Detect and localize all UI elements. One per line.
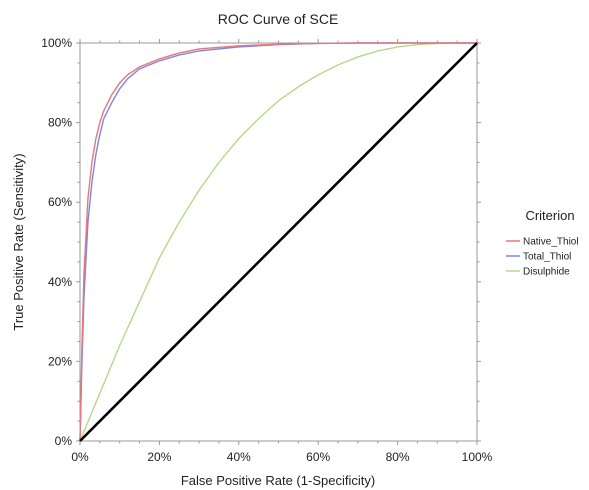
y-axis-title: True Positive Rate (Sensitivity) xyxy=(11,153,26,330)
x-tick-label: 40% xyxy=(227,450,251,464)
legend-label: Disulphide xyxy=(523,267,570,278)
x-tick-label: 20% xyxy=(147,450,171,464)
y-tick-label: 20% xyxy=(48,354,72,368)
series-line-native-thiol xyxy=(79,42,477,442)
x-tick-label: 100% xyxy=(462,450,493,464)
axis-ticks xyxy=(76,39,481,445)
x-tick-label: 60% xyxy=(306,450,330,464)
y-tick-labels: 0% 20% 40% 60% 80% 100% xyxy=(41,36,72,448)
x-tick-label: 80% xyxy=(386,450,410,464)
series-line-disulphide xyxy=(79,42,477,442)
y-tick-label: 40% xyxy=(48,275,72,289)
y-tick-label: 60% xyxy=(48,195,72,209)
legend: Criterion Native_Thiol Total_Thiol Disulph… xyxy=(506,208,579,278)
legend-label: Total_Thiol xyxy=(523,252,571,263)
y-tick-label: 100% xyxy=(41,36,72,50)
legend-label: Native_Thiol xyxy=(523,237,579,248)
series-layer xyxy=(79,42,478,442)
x-tick-labels: 0% 20% 40% 60% 80% 100% xyxy=(71,450,492,464)
legend-title: Criterion xyxy=(525,208,574,223)
x-tick-label: 0% xyxy=(71,450,89,464)
x-axis-title: False Positive Rate (1-Specificity) xyxy=(181,473,375,488)
reference-diagonal-line xyxy=(79,42,478,442)
y-tick-label: 80% xyxy=(48,116,72,130)
chart-title: ROC Curve of SCE xyxy=(218,11,339,27)
y-tick-label: 0% xyxy=(55,434,73,448)
